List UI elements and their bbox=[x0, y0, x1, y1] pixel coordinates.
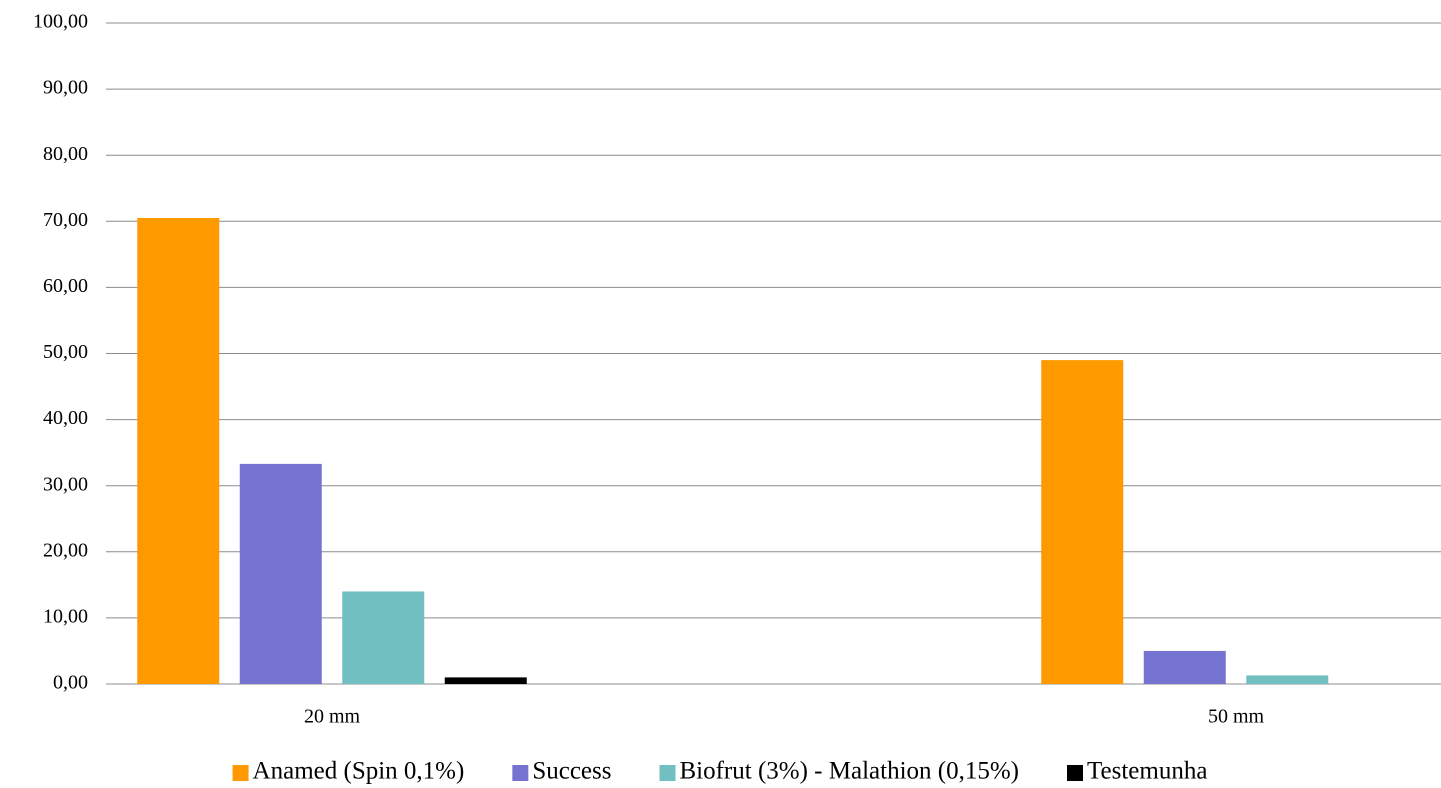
legend-label: Biofrut (3%) - Malathion (0,15%) bbox=[679, 758, 1019, 785]
y-tick-label: 10,00 bbox=[43, 605, 88, 627]
y-tick-label: 50,00 bbox=[43, 341, 88, 363]
bar bbox=[239, 463, 322, 684]
legend-label: Testemunha bbox=[1087, 758, 1207, 785]
y-tick-label: 60,00 bbox=[43, 275, 88, 297]
y-tick-label: 20,00 bbox=[43, 539, 88, 561]
legend-label: Success bbox=[532, 758, 611, 785]
y-tick-label: 40,00 bbox=[43, 407, 88, 429]
y-tick-label: 30,00 bbox=[43, 473, 88, 495]
y-tick-label: 0,00 bbox=[53, 672, 88, 694]
bar bbox=[1041, 360, 1124, 684]
y-tick-label: 100,00 bbox=[33, 11, 88, 33]
y-tick-label: 70,00 bbox=[43, 209, 88, 231]
x-tick-label: 50 mm bbox=[1208, 706, 1265, 728]
y-tick-label: 90,00 bbox=[43, 77, 88, 99]
y-tick-label: 80,00 bbox=[43, 143, 88, 165]
bar bbox=[137, 217, 220, 684]
bar bbox=[342, 591, 425, 684]
bar bbox=[1143, 650, 1226, 684]
legend-swatch bbox=[1067, 765, 1084, 781]
bar bbox=[1246, 675, 1329, 684]
legend-swatch bbox=[659, 765, 676, 781]
legend-swatch bbox=[232, 765, 249, 781]
legend-swatch bbox=[512, 765, 529, 781]
legend-label: Anamed (Spin 0,1%) bbox=[253, 758, 465, 785]
bar bbox=[444, 677, 527, 684]
x-tick-label: 20 mm bbox=[304, 706, 361, 728]
